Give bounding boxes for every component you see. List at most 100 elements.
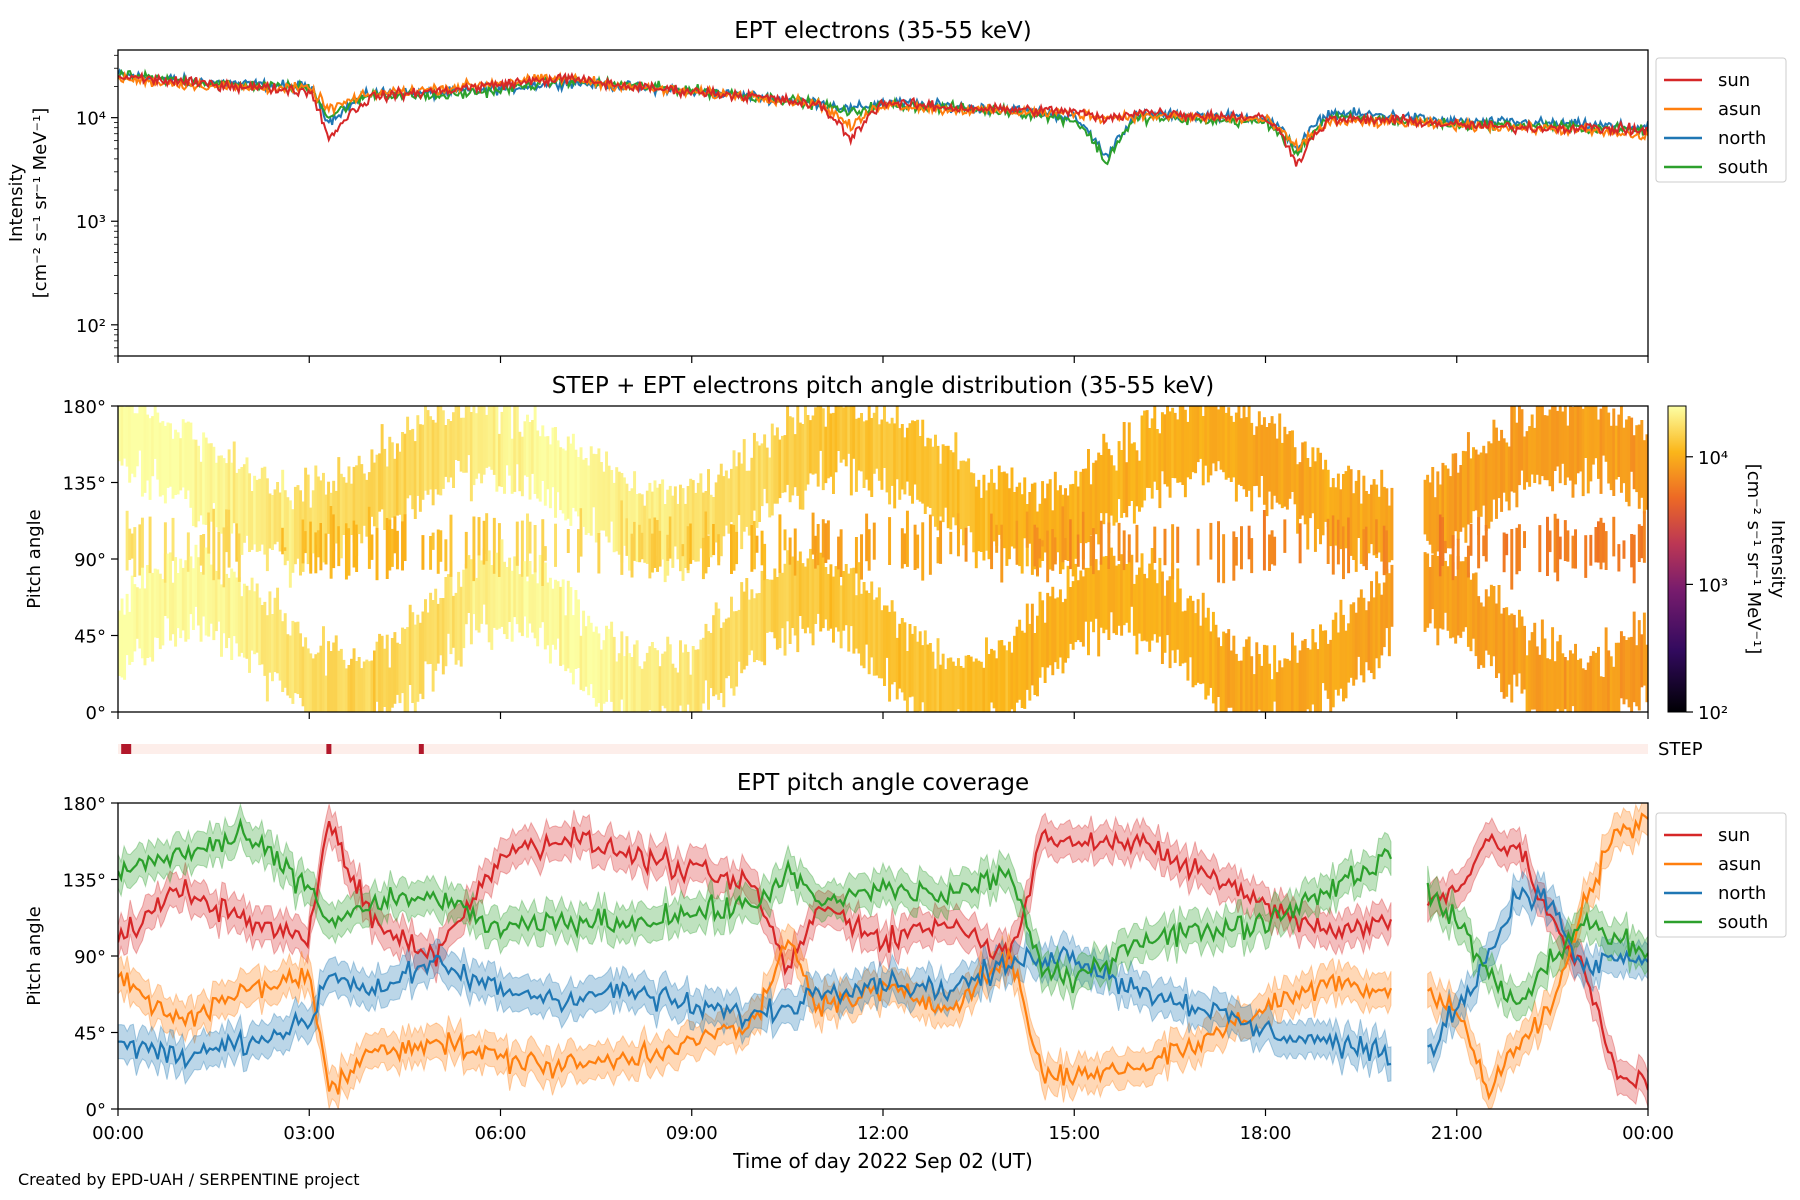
heatmap-cell — [1385, 569, 1389, 629]
heatmap-cell — [1584, 669, 1588, 712]
heatmap-cell — [347, 528, 351, 576]
heatmap-cell — [1479, 452, 1483, 517]
heatmap-cell — [1637, 524, 1641, 562]
heatmap-cell — [755, 441, 759, 528]
heatmap-cell — [809, 420, 812, 474]
heatmap-cell — [1607, 412, 1611, 484]
heatmap-cell — [370, 449, 374, 517]
heatmap-cell — [240, 467, 244, 555]
heatmap-cell — [1515, 527, 1519, 575]
heatmap-cell — [123, 407, 127, 459]
heatmap-cell — [967, 655, 971, 712]
heatmap-cell — [207, 512, 211, 554]
panel1-yticks: 10² 10³ 10⁴ — [76, 54, 118, 357]
heatmap-cell — [1517, 609, 1521, 674]
heatmap-cell — [944, 445, 948, 508]
heatmap-cell — [656, 650, 659, 712]
heatmap-cell — [1043, 498, 1047, 553]
heatmap-cell — [1303, 441, 1307, 525]
heatmap-cell — [1237, 660, 1241, 712]
heatmap-cell — [1645, 434, 1648, 510]
heatmap-cell — [928, 514, 932, 575]
heatmap-cell — [176, 432, 180, 495]
heatmap-cell — [1584, 535, 1588, 578]
heatmap-cell — [500, 411, 504, 487]
heatmap-cell — [990, 648, 994, 703]
heatmap-cell — [1489, 443, 1493, 522]
heatmap-cell — [977, 479, 981, 552]
heatmap-cell — [936, 638, 940, 712]
heatmap-cell — [1240, 418, 1243, 486]
heatmap-cell — [1209, 406, 1213, 476]
heatmap-cell — [752, 432, 756, 511]
heatmap-cell — [786, 550, 790, 622]
heatmap-cell — [273, 489, 277, 545]
heatmap-cell — [1092, 462, 1096, 553]
heatmap-cell — [495, 406, 499, 492]
heatmap-cell — [1270, 679, 1274, 712]
heatmap-cell — [1245, 639, 1249, 712]
heatmap-cell — [191, 568, 195, 630]
heatmap-cell — [1158, 433, 1162, 509]
heatmap-cell — [1163, 595, 1167, 653]
colorbar-tick-label: 10³ — [1698, 575, 1728, 596]
heatmap-cell — [418, 622, 422, 694]
heatmap-cell — [291, 620, 295, 704]
heatmap-cell — [885, 421, 889, 493]
heatmap-cell — [1148, 563, 1152, 652]
heatmap-cell — [1316, 447, 1320, 529]
heatmap-cell — [1517, 524, 1521, 572]
heatmap-cell — [997, 640, 1001, 712]
heatmap-cell — [1614, 425, 1618, 480]
heatmap-cell — [1625, 640, 1628, 700]
heatmap-cell — [1426, 553, 1430, 628]
panel2-title: STEP + EPT electrons pitch angle distrib… — [552, 373, 1214, 399]
heatmap-cell — [197, 557, 200, 626]
heatmap-cell — [1505, 442, 1509, 502]
heatmap-cell — [1466, 432, 1470, 525]
series-band-sun — [118, 804, 1392, 992]
heatmap-cell — [1089, 484, 1093, 536]
heatmap-cell — [1336, 473, 1340, 548]
heatmap-cell — [1074, 470, 1078, 559]
heatmap-cell — [1206, 406, 1210, 483]
heatmap-cell — [1336, 519, 1340, 565]
heatmap-cell — [1540, 619, 1544, 712]
heatmap-cell — [564, 615, 568, 672]
heatmap-cell — [189, 422, 193, 508]
heatmap-cell — [416, 415, 420, 496]
heatmap-cell — [1084, 468, 1088, 544]
heatmap-cell — [469, 559, 473, 645]
heatmap-cell — [990, 469, 994, 542]
heatmap-cell — [1283, 426, 1287, 507]
heatmap-cell — [908, 624, 912, 698]
heatmap-cell — [571, 615, 575, 685]
heatmap-cell — [202, 564, 206, 617]
heatmap-cell — [1171, 562, 1175, 651]
heatmap-cell — [1464, 556, 1468, 628]
heatmap-cell — [1563, 657, 1567, 710]
heatmap-cell — [1385, 530, 1389, 574]
heatmap-cell — [620, 500, 624, 575]
heatmap-cell — [472, 406, 476, 486]
heatmap-cell — [1334, 487, 1338, 546]
y-tick-label: 10³ — [76, 212, 106, 233]
heatmap-cell — [1426, 474, 1430, 541]
heatmap-cell — [1507, 615, 1511, 685]
heatmap-cell — [579, 508, 583, 557]
heatmap-cell — [1285, 658, 1289, 712]
heatmap-cell — [612, 482, 616, 553]
heatmap-cell — [209, 443, 213, 522]
heatmap-cell — [202, 534, 206, 575]
heatmap-cell — [207, 552, 211, 637]
heatmap-cell — [1163, 414, 1167, 485]
heatmap-cell — [253, 475, 257, 545]
heatmap-cell — [1589, 534, 1593, 566]
heatmap-cell — [1030, 603, 1034, 686]
heatmap-cell — [222, 566, 226, 634]
heatmap-cell — [467, 406, 471, 456]
heatmap-cell — [472, 516, 476, 582]
heatmap-cell — [566, 436, 570, 519]
heatmap-cell — [1138, 567, 1141, 634]
heatmap-cell — [1102, 433, 1106, 525]
